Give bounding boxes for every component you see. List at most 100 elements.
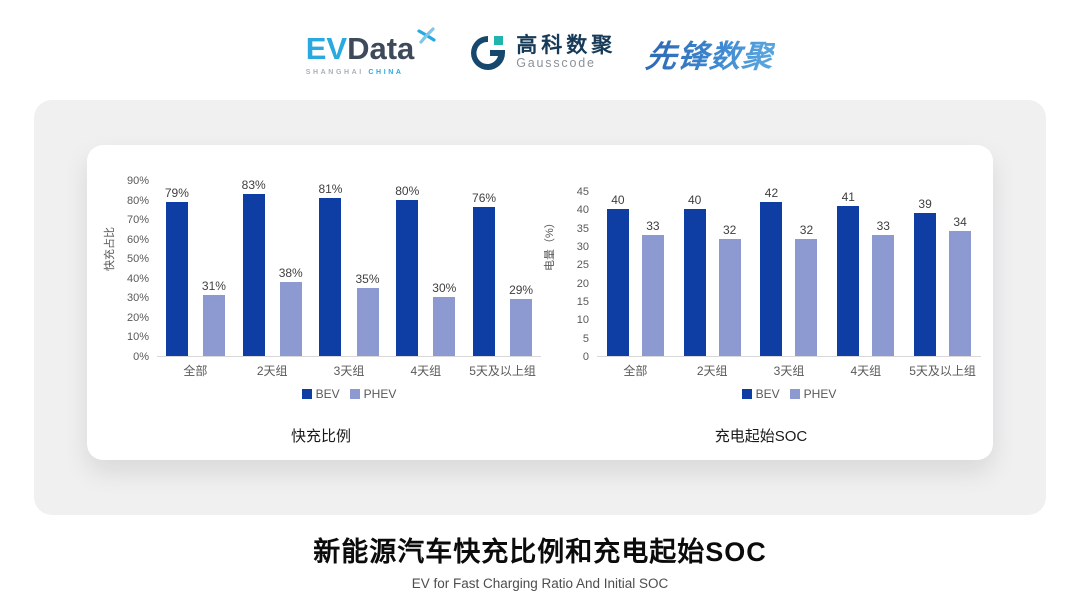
bar <box>473 207 496 356</box>
legend-entry-bev: BEV <box>301 387 340 401</box>
x-axis-labels: 全部 2天组 3天组 4天组 5天及以上组 <box>597 362 981 379</box>
y-tick-label: 70% <box>126 214 149 227</box>
bar-value-label: 83% <box>241 177 266 192</box>
y-tick-label: 40 <box>576 204 589 217</box>
x-axis-label: 4天组 <box>410 364 442 378</box>
evdata-sparkle-icon <box>417 26 436 44</box>
y-tick-label: 20% <box>126 311 149 324</box>
bar <box>356 287 379 356</box>
bar-value-label: 41 <box>841 189 855 204</box>
bar-group: 40 33 <box>597 192 674 356</box>
y-tick-label: 50% <box>126 253 149 266</box>
y-tick-label: 25 <box>576 259 589 272</box>
evdata-logo-ev: EV <box>305 30 348 66</box>
y-tick-label: 10 <box>576 314 589 327</box>
gausscode-logo-cn: 高科数聚 <box>516 34 617 58</box>
bar-bev: 42 <box>760 186 783 356</box>
y-tick-label: 60% <box>126 233 149 246</box>
plot-area: 79% 31% 83% 38% 81% 35% 80% 30% 76% 29% <box>157 177 541 357</box>
page-subtitle: EV for Fast Charging Ratio And Initial S… <box>411 576 669 591</box>
x-axis-labels: 全部 2天组 3天组 4天组 5天及以上组 <box>157 362 541 379</box>
bar-phev: 33 <box>641 219 664 356</box>
bar <box>718 238 741 356</box>
bar <box>396 199 419 356</box>
bar-bev: 39 <box>914 197 937 356</box>
evdata-logo-subtitle: SHANGHAI CHINA <box>306 69 404 76</box>
bar <box>914 213 937 356</box>
x-axis-label: 2天组 <box>256 364 288 378</box>
bar-bev: 79% <box>164 185 189 356</box>
bar-value-label: 79% <box>164 185 189 200</box>
evdata-sub-shanghai: SHANGHAI <box>305 68 364 76</box>
bar-group: 83% 38% <box>234 177 311 356</box>
bar <box>872 235 895 356</box>
chart-fast-charging-ratio: 快充占比 0% 10% 20% 30% 40% 50% 60% 70% 80% 90% 79% 31% 8… <box>101 169 541 460</box>
chart-initial-soc: 电量（%） 0 5 10 15 20 25 30 35 40 45 40 33 40 32 42 32 41 33 3… <box>541 169 981 460</box>
evdata-logo: EV Data SHANGHAI CHINA <box>305 26 439 76</box>
gausscode-logo-en: Gausscode <box>516 56 596 71</box>
bar <box>683 209 706 356</box>
evdata-logo-data: Data <box>347 30 415 66</box>
bar-group: 39 34 <box>904 192 981 356</box>
bar-value-label: 42 <box>764 186 779 200</box>
bar-group: 81% 35% <box>311 181 388 356</box>
y-tick-label: 10% <box>126 331 149 344</box>
plot-row: 快充占比 0% 10% 20% 30% 40% 50% 60% 70% 80% 90% 79% 31% 8… <box>101 169 541 363</box>
page-title: 新能源汽车快充比例和充电起始SOC <box>313 537 767 567</box>
y-axis-title: 电量（%） <box>544 217 556 271</box>
bar-value-label: 81% <box>318 181 343 196</box>
bar-value-label: 32 <box>799 222 814 237</box>
gausscode-mark-icon <box>471 36 506 70</box>
bar-value-label: 38% <box>278 265 303 280</box>
bar-phev: 33 <box>872 220 895 356</box>
y-tick-label: 15 <box>576 296 589 309</box>
y-tick-label: 30% <box>126 292 149 305</box>
bar-bev: 41 <box>837 189 860 356</box>
bar-phev: 30% <box>432 282 456 356</box>
legend-entry-bev: BEV <box>741 387 780 401</box>
bar-group: 42 32 <box>751 187 828 356</box>
header-logos: EV Data SHANGHAI CHINA 高科数聚 Gausscode 先锋数… <box>0 18 1080 88</box>
y-tick-label: 80% <box>126 194 149 207</box>
bar-group: 79% 31% <box>157 181 234 356</box>
legend-label: PHEV <box>803 387 837 401</box>
x-axis-label: 3天组 <box>333 364 365 378</box>
bar-group: 41 33 <box>827 189 904 356</box>
gausscode-logo: 高科数聚 Gausscode <box>468 33 616 73</box>
bar-value-label: 39 <box>918 197 932 211</box>
bar <box>760 202 783 356</box>
bar-phev: 35% <box>355 271 380 356</box>
legend: BEV PHEV <box>157 387 541 401</box>
bar <box>242 193 265 356</box>
x-axis-label: 2天组 <box>696 364 728 378</box>
bar-phev: 32 <box>795 222 818 356</box>
bar-group: 80% 30% <box>387 181 464 356</box>
bar-value-label: 29% <box>509 283 534 298</box>
chart-panel: 快充占比 0% 10% 20% 30% 40% 50% 60% 70% 80% 90% 79% 31% 8… <box>34 100 1046 515</box>
bar-bev: 76% <box>472 192 496 356</box>
bar-value-label: 33 <box>646 219 660 233</box>
legend-entry-phev: PHEV <box>349 387 396 401</box>
bar <box>319 197 342 356</box>
bar-phev: 32 <box>718 223 741 356</box>
bar-value-label: 35% <box>355 271 380 286</box>
chart-card: 快充占比 0% 10% 20% 30% 40% 50% 60% 70% 80% 90% 79% 31% 8… <box>87 145 993 460</box>
bar <box>606 209 629 356</box>
bar-phev: 34 <box>949 216 972 356</box>
y-tick-label: 0% <box>133 351 149 363</box>
evdata-sub-china: CHINA <box>368 68 404 76</box>
bar <box>641 235 664 356</box>
bar-group: 40 32 <box>674 192 751 356</box>
bar-value-label: 31% <box>201 279 226 294</box>
y-tick-label: 20 <box>576 277 589 290</box>
legend-entry-phev: PHEV <box>789 387 837 401</box>
bar-bev: 83% <box>241 177 266 356</box>
x-axis-label: 3天组 <box>773 364 805 378</box>
legend: BEV PHEV <box>597 387 981 401</box>
bar <box>279 281 302 356</box>
x-axis-label: 5天及以上组 <box>909 364 976 378</box>
bar-bev: 40 <box>606 194 629 356</box>
legend-label: BEV <box>755 387 780 401</box>
legend-swatch <box>301 389 312 399</box>
xianfeng-logo: 先锋数聚 <box>644 31 777 76</box>
